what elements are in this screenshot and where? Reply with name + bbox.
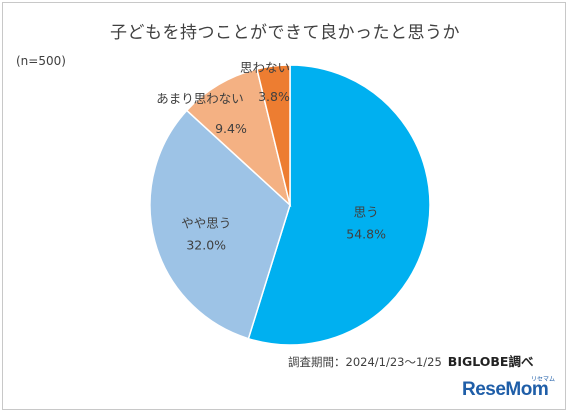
- slice-label-2: あまり思わない: [156, 91, 244, 106]
- slice-value-2: 9.4%: [215, 121, 247, 136]
- source-note: 調査期間：2024/1/23～1/25 BIGLOBE調べ: [288, 351, 533, 370]
- slice-label-3: 思わない: [240, 60, 290, 75]
- chart-title: 子どもを持つことができて良かったと思うか: [110, 23, 460, 43]
- resemom-logo-sub: リセマム: [531, 376, 556, 383]
- survey-period: 調査期間：2024/1/23～1/25: [288, 355, 442, 369]
- pie-slice-1: [149, 109, 291, 340]
- pie-slice-3: [255, 64, 291, 206]
- sample-size-note: (n=500): [16, 54, 66, 68]
- slice-value-1: 32.0%: [186, 238, 226, 253]
- pie-slice-2: [185, 68, 292, 208]
- slice-label-0: 思う: [354, 205, 379, 220]
- slice-label-1: やや思う: [181, 216, 231, 231]
- source-org: BIGLOBE調べ: [447, 354, 534, 369]
- slice-value-3: 3.8%: [258, 89, 290, 104]
- slice-value-0: 54.8%: [346, 227, 386, 242]
- resemom-logo: ReseMom: [462, 379, 549, 400]
- pie-slice-0: [247, 64, 431, 346]
